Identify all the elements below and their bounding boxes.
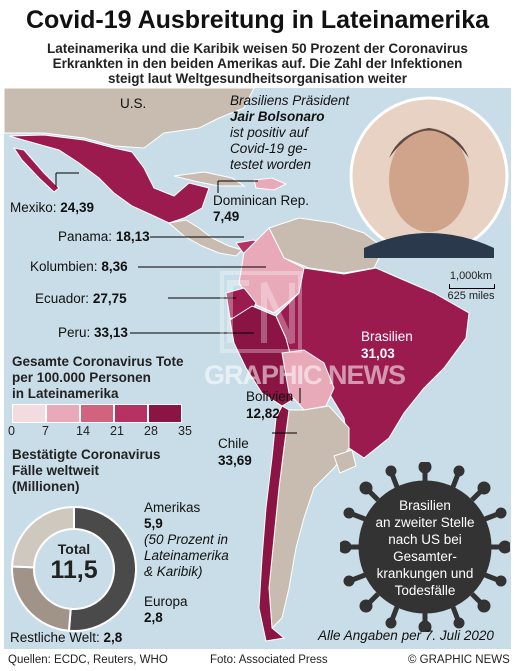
country-label-dominican: Dominican Rep. 7,49 <box>213 193 310 224</box>
country-label-brasilien: Brasilien 31,03 <box>361 329 413 361</box>
scale-km: 1,000km <box>449 270 493 282</box>
legend-tick: 21 <box>110 424 124 438</box>
photo-note: Brasiliens Präsident Jair Bolsonaro ist … <box>230 93 350 172</box>
legend-tick: 14 <box>76 424 90 438</box>
central-america-shape <box>167 219 243 257</box>
donut-slice <box>67 505 137 632</box>
photo-suit-icon <box>364 233 494 258</box>
segment-label-amerikas: Amerikas 5,9 (50 Prozent in Lateinamerik… <box>144 500 229 579</box>
photo-face-icon <box>389 128 469 232</box>
page-title: Covid-19 Ausbreitung in Lateinamerika <box>25 6 490 34</box>
country-label-ecuador: Ecuador: 27,75 <box>35 291 127 306</box>
country-label-kolumbien: Kolumbien: 8,36 <box>30 259 128 274</box>
hispaniola-shape <box>253 177 288 191</box>
cuba-shape <box>173 171 246 187</box>
donut-total-value: 11,5 <box>50 556 98 584</box>
legend-swatch <box>12 404 46 423</box>
map-svg <box>4 88 509 642</box>
legend-swatch <box>114 404 148 423</box>
subtitle: Lateinamerika und die Karibik weisen 50 … <box>6 41 509 86</box>
chile-shape <box>258 405 290 642</box>
graphic-news-logo <box>220 271 302 353</box>
country-label-mexico: Mexiko: 24,39 <box>10 200 95 215</box>
scale-bar <box>449 284 495 289</box>
legend-swatch <box>46 404 80 423</box>
virus-icon <box>340 462 510 632</box>
country-label-chile: Chile 33,69 <box>218 436 252 468</box>
legend-swatch <box>80 404 114 423</box>
legend-tick: 0 <box>8 424 15 438</box>
us-shape <box>4 88 255 149</box>
legend-swatch <box>148 404 182 423</box>
confirmed-title: Bestätigte Coronavirus Fälle weltweit (M… <box>12 447 161 494</box>
us-label: U.S. <box>120 96 147 111</box>
footer-copyright: © GRAPHIC NEWS <box>408 654 510 666</box>
legend-tick: 35 <box>178 424 192 438</box>
donut-total-label: Total <box>57 541 91 557</box>
legend-title: Gesamte Coronavirus Tote per 100.000 Per… <box>12 354 184 401</box>
bolivia-shape <box>281 349 335 411</box>
footer: Quellen: ECDC, Reuters, WHO Foto: Associ… <box>0 651 515 671</box>
subtitle-line: steigt laut Weltgesundheitsorganisation … <box>107 71 408 86</box>
segment-label-europa: Europa 2,8 <box>144 594 188 625</box>
brazil-shape <box>275 267 470 459</box>
baja-shape <box>12 147 60 193</box>
footer-photo: Foto: Associated Press <box>210 654 328 666</box>
legend-tick: 28 <box>144 424 158 438</box>
scale-miles: 625 miles <box>447 290 495 302</box>
photo-hair-icon <box>389 128 469 158</box>
legend-color-bar <box>12 404 182 423</box>
donut-slice <box>11 505 75 569</box>
footer-sources: Quellen: ECDC, Reuters, WHO <box>8 654 168 666</box>
subtitle-line: Lateinamerika und die Karibik weisen 50 … <box>47 41 468 56</box>
country-label-peru: Peru: 33,13 <box>58 325 128 340</box>
country-label-panama: Panama: 18,13 <box>58 229 150 244</box>
mexico-shape <box>8 134 210 224</box>
watermark-text: GRAPHIC NEWS <box>204 360 406 390</box>
confirmed-donut-chart <box>11 505 137 632</box>
virus-text: Brasilien an zweiter Stelle nach US bei … <box>375 498 475 598</box>
legend-tick: 7 <box>42 424 49 438</box>
subtitle-line: Erkrankten in den beiden Amerikas auf. D… <box>52 56 463 71</box>
map-panel: U.S. Mexiko: 24,39 Dominican Rep. 7,49 Pa… <box>4 88 511 649</box>
segment-label-rest: Restliche Welt: 2,8 <box>10 630 123 645</box>
uruguay-shape <box>333 449 357 474</box>
country-label-bolivien: Bolivien 12,82 <box>246 389 294 421</box>
date-note: Alle Angaben per 7. Juli 2020 <box>318 628 494 643</box>
